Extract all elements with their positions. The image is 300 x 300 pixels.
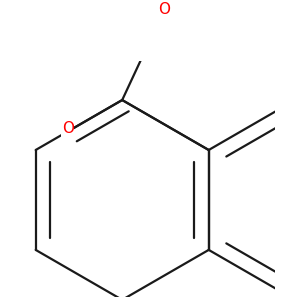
Text: O: O bbox=[61, 121, 74, 136]
Text: O: O bbox=[158, 2, 170, 17]
Text: 3: 3 bbox=[283, 0, 289, 1]
